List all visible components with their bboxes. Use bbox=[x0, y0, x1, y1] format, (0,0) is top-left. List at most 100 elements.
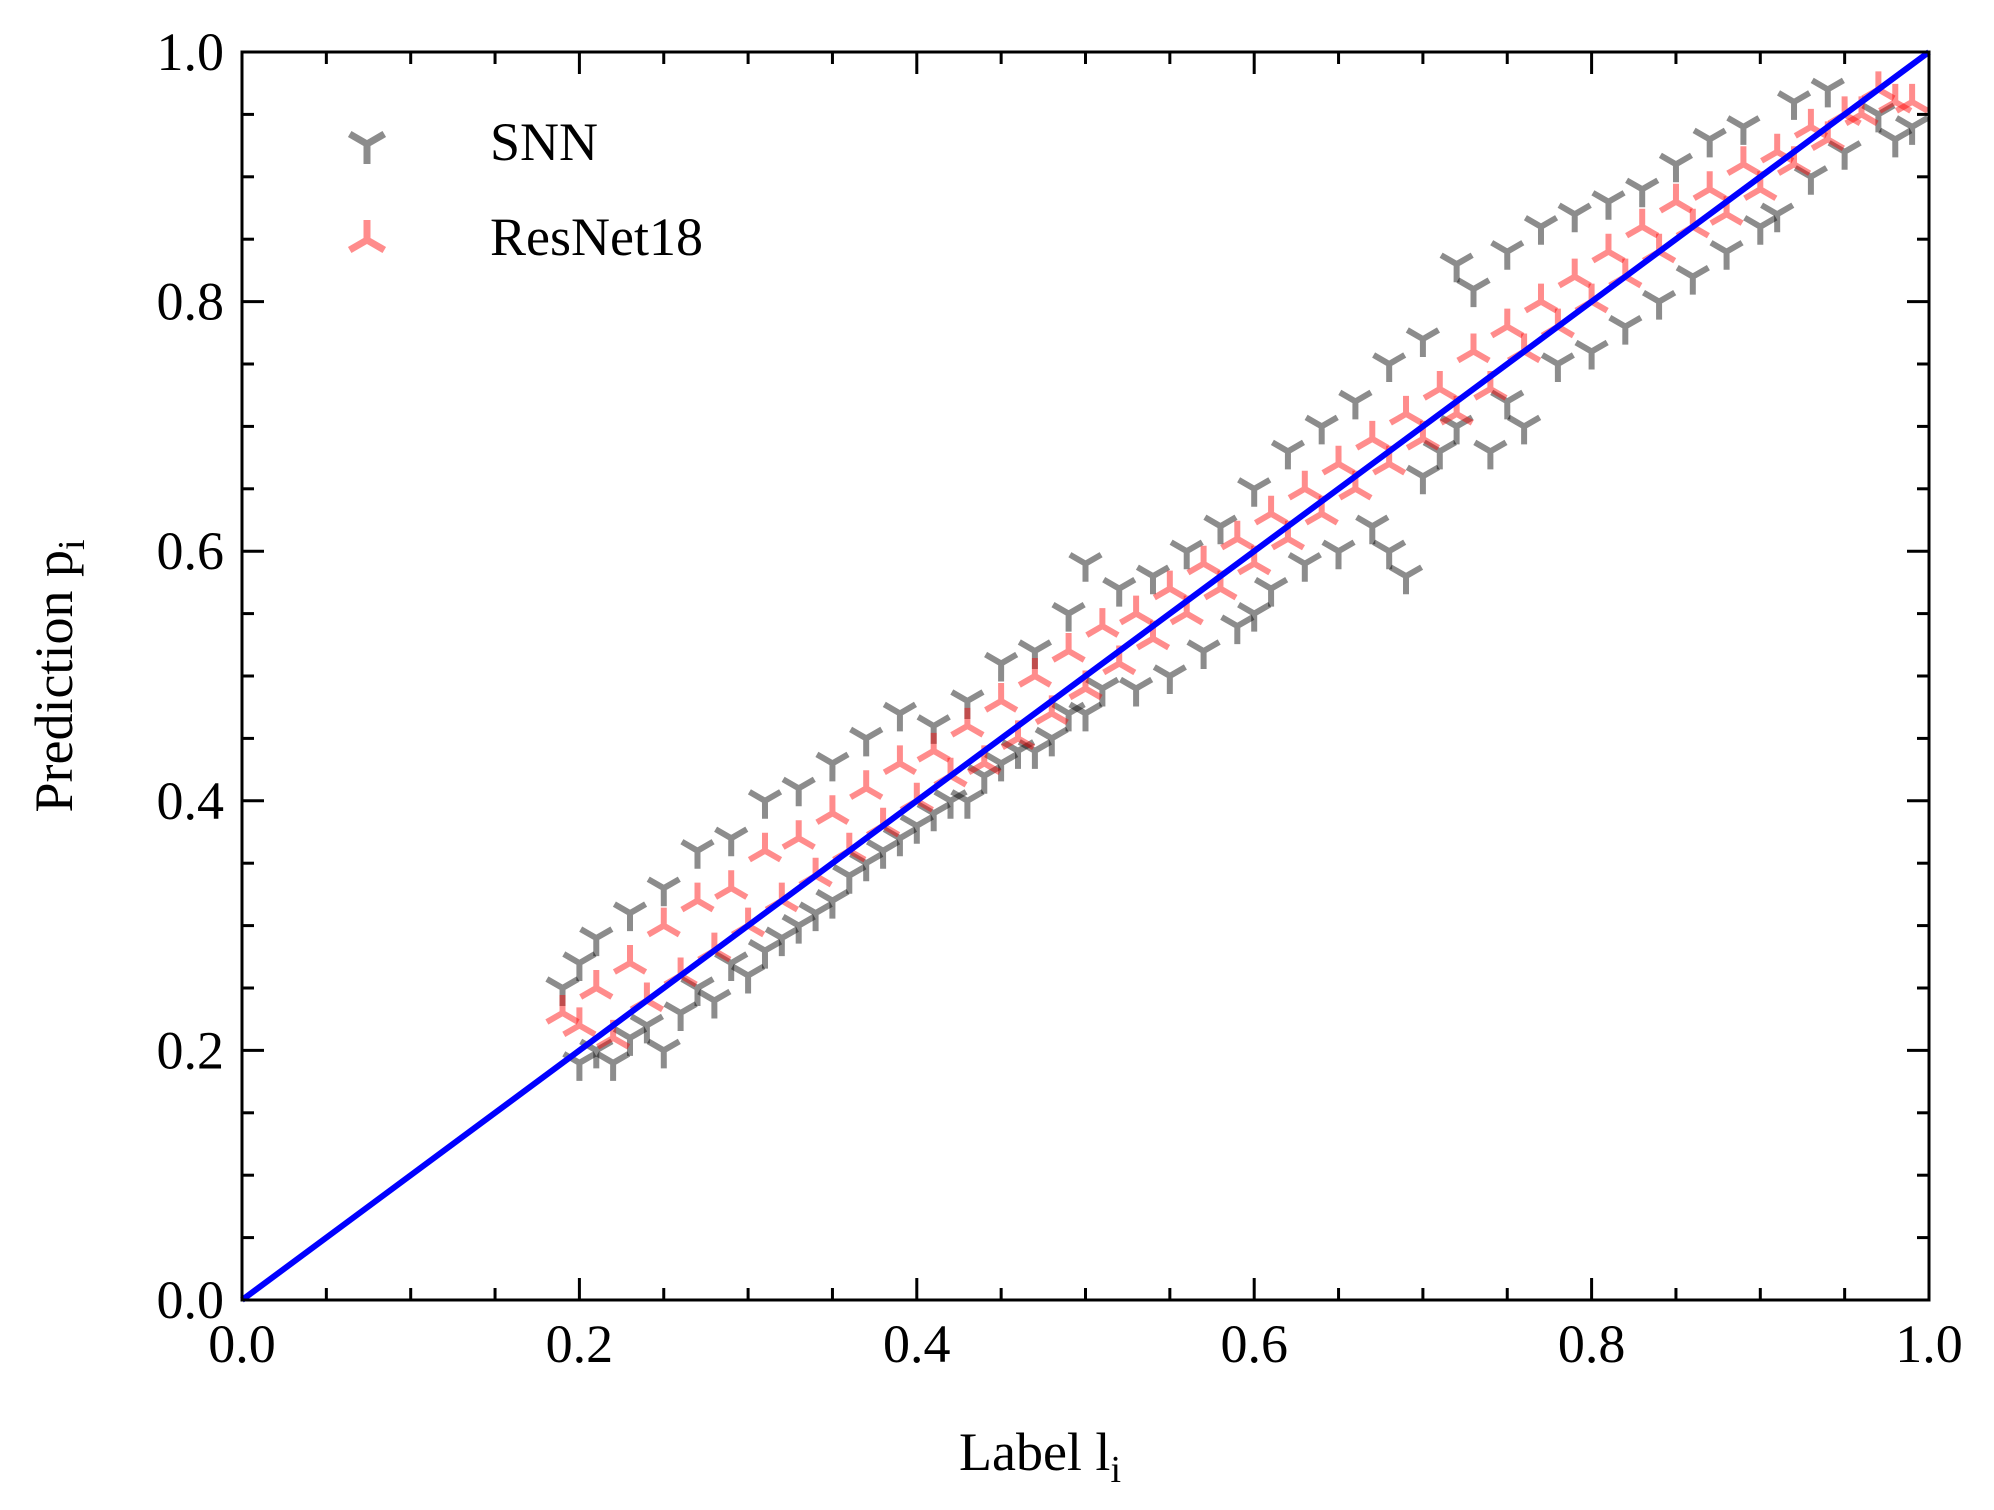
scatter-point bbox=[815, 795, 850, 825]
scatter-point bbox=[1220, 520, 1255, 551]
scatter-point bbox=[1169, 539, 1204, 570]
scatter-point bbox=[612, 1026, 648, 1056]
scatter-point bbox=[798, 901, 833, 932]
legend-item-resnet18: ResNet18 bbox=[347, 207, 703, 267]
scatter-point bbox=[1793, 165, 1828, 195]
scatter-point bbox=[596, 1051, 631, 1081]
scatter-point bbox=[950, 789, 985, 819]
scatter-point bbox=[1405, 464, 1441, 495]
scatter-point bbox=[612, 901, 648, 932]
scatter-point bbox=[714, 951, 749, 982]
scatter-point bbox=[1827, 140, 1862, 170]
scatter-point bbox=[764, 926, 799, 957]
scatter-point bbox=[916, 801, 951, 832]
scatter-point bbox=[1237, 602, 1272, 632]
scatter-point bbox=[1878, 83, 1913, 114]
scatter-point bbox=[967, 764, 1002, 794]
scatter-point bbox=[1068, 552, 1103, 582]
legend-marker-resnet18-icon bbox=[347, 220, 387, 254]
scatter-point bbox=[1439, 252, 1474, 283]
scatter-point bbox=[1135, 564, 1171, 595]
scatter-point bbox=[1321, 539, 1356, 570]
scatter-point bbox=[1776, 90, 1812, 120]
x-tick-label: 0.8 bbox=[1558, 1314, 1626, 1374]
scatter-point bbox=[747, 832, 783, 863]
scatter-point bbox=[1625, 177, 1660, 208]
scatter-point bbox=[1625, 208, 1660, 239]
scatter-point bbox=[680, 839, 715, 869]
scatter-point bbox=[849, 770, 884, 800]
scatter-point bbox=[1338, 389, 1373, 420]
scatter-point bbox=[950, 707, 985, 738]
scatter-point bbox=[1523, 215, 1559, 245]
scatter-point bbox=[1085, 676, 1120, 707]
scatter-point bbox=[1051, 632, 1086, 663]
scatter-point bbox=[815, 889, 850, 919]
scatter-point bbox=[1388, 395, 1424, 426]
scatter-point bbox=[1608, 315, 1643, 345]
x-tick-label: 0.4 bbox=[883, 1314, 951, 1374]
y-tick-label: 0.4 bbox=[157, 771, 225, 831]
scatter-point bbox=[781, 914, 816, 944]
scatter-point bbox=[1523, 283, 1559, 314]
y-tick-label: 0.8 bbox=[157, 272, 225, 332]
legend-marker-shape bbox=[347, 130, 387, 164]
legend: SNN ResNet18 bbox=[347, 112, 703, 267]
scatter-point bbox=[1253, 495, 1289, 526]
scatter-point bbox=[714, 870, 749, 900]
x-tick-label: 0.6 bbox=[1220, 1314, 1288, 1374]
scatter-point bbox=[1287, 470, 1322, 501]
scatter-point bbox=[1422, 439, 1457, 470]
scatter-point bbox=[916, 732, 951, 763]
scatter-point bbox=[1456, 333, 1491, 364]
scatter-point bbox=[1658, 183, 1694, 214]
scatter-point bbox=[1641, 290, 1677, 320]
y-tick-label: 0.2 bbox=[157, 1020, 225, 1080]
scatter-point bbox=[1186, 545, 1221, 576]
axis-tick-labels: 0.0 0.2 0.4 0.6 0.8 1.0 0.0 0.2 0.4 0.6 0.8 1.0 bbox=[157, 22, 1963, 1374]
scatter-point bbox=[1473, 439, 1508, 470]
scatter-point bbox=[1456, 277, 1491, 308]
scatter-point bbox=[781, 776, 816, 807]
scatter-point bbox=[1405, 327, 1441, 357]
scatter-point bbox=[1658, 152, 1694, 183]
scatter-point bbox=[1152, 664, 1187, 695]
scatter-point bbox=[1388, 564, 1424, 595]
scatter-point bbox=[1490, 308, 1525, 339]
scatter-point bbox=[1253, 577, 1289, 607]
scatter-point bbox=[865, 839, 901, 869]
scatter-point bbox=[680, 976, 715, 1007]
scatter-point bbox=[1743, 215, 1778, 245]
x-tick-label: 0.0 bbox=[208, 1314, 276, 1374]
scatter-point bbox=[1557, 202, 1592, 233]
scatter-point bbox=[1102, 577, 1137, 607]
scatter-point bbox=[1557, 258, 1592, 289]
scatter-point bbox=[1321, 445, 1356, 476]
scatter-point bbox=[832, 864, 867, 894]
scatter-point bbox=[1422, 370, 1457, 401]
x-axis-label: Label li bbox=[959, 1422, 1121, 1491]
scatter-point bbox=[747, 938, 783, 969]
scatter-point bbox=[984, 751, 1019, 782]
x-tick-label: 0.2 bbox=[546, 1314, 614, 1374]
scatter-point bbox=[1203, 514, 1238, 545]
scatter-point bbox=[1119, 595, 1154, 626]
y-tick-label: 0.6 bbox=[157, 521, 225, 581]
scatter-point bbox=[882, 826, 918, 857]
scatter-point bbox=[1355, 420, 1390, 451]
scatter-point bbox=[1675, 265, 1710, 295]
scatter-point bbox=[562, 951, 597, 981]
scatter-point bbox=[663, 1001, 698, 1032]
scatter-point bbox=[646, 876, 681, 907]
legend-item-snn: SNN bbox=[347, 112, 598, 172]
scatter-point bbox=[1507, 414, 1542, 445]
scatter-point bbox=[882, 745, 918, 775]
scatter-point bbox=[1878, 127, 1913, 158]
scatter-point bbox=[697, 988, 732, 1019]
scatter-point bbox=[984, 682, 1019, 713]
scatter-point bbox=[781, 820, 816, 850]
scatter-point bbox=[646, 1038, 681, 1069]
scatter-point bbox=[579, 926, 614, 957]
scatter-point bbox=[1355, 514, 1390, 545]
